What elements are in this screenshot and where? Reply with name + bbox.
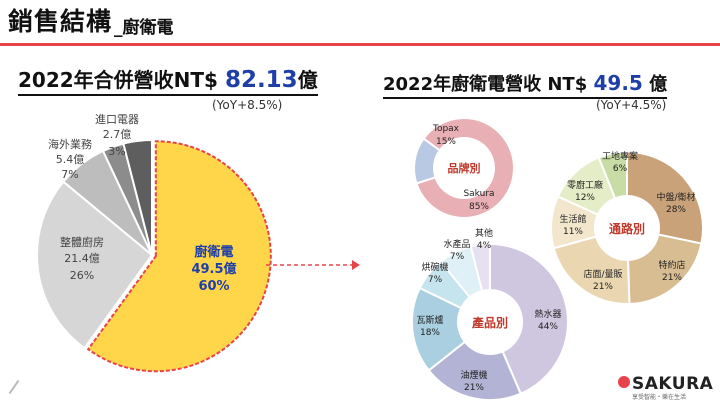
brand-donut-center-label: 品牌別 <box>448 161 481 175</box>
product-donut-label-value: 4% <box>477 241 492 251</box>
right-heading-suffix: 億 <box>642 74 668 95</box>
right-heading: 2022年廚衛電營收 NT$ 49.5 億 <box>383 70 668 99</box>
main-pie-slice <box>36 180 154 350</box>
main-pie-slice <box>122 138 153 256</box>
channel-donut-label-value: 11% <box>563 227 583 237</box>
main-pie-label-amount: 21.4億 <box>64 252 100 265</box>
product-donut-label-value: 7% <box>428 275 443 285</box>
left-heading-value: 82.13 <box>224 67 298 93</box>
main-pie-label-amount: 2.7億 <box>103 128 132 141</box>
brand-donut-label-name: Sakura <box>463 189 494 199</box>
product-donut-slice <box>469 242 491 293</box>
product-donut-label-name: 水產品 <box>443 238 470 250</box>
brand-donut-slice <box>413 137 442 185</box>
main-pie-label-percent: 7% <box>61 168 78 181</box>
channel-donut-label-name: 中盤/衛材 <box>656 191 695 203</box>
main-pie-label-amount: 49.5億 <box>191 261 236 277</box>
product-donut-label-name: 油煙機 <box>460 369 487 381</box>
right-yoy: (YoY+4.5%) <box>596 98 667 112</box>
channel-donut-label-value: 21% <box>662 273 682 283</box>
left-yoy: (YoY+8.5%) <box>212 98 283 112</box>
main-pie-slice <box>86 140 272 373</box>
product-donut-label-name: 瓦斯爐 <box>416 314 443 326</box>
channel-donut-slice <box>597 150 628 200</box>
channel-donut-slice <box>626 150 704 245</box>
channel-donut-label-name: 零廚工廠 <box>567 179 603 191</box>
left-heading-prefix: 2022年合併營收NT$ <box>18 68 225 92</box>
product-donut-label-value: 18% <box>420 328 440 338</box>
brand-donut-label-value: 15% <box>436 137 456 147</box>
connector-arrow-icon <box>352 260 360 270</box>
product-donut-label-value: 7% <box>450 252 465 262</box>
channel-donut-label-name: 特約店 <box>658 259 685 271</box>
channel-donut-label-value: 28% <box>666 205 686 215</box>
main-pie-label-name: 整體廚房 <box>60 235 104 249</box>
channel-donut-label-value: 6% <box>613 164 628 174</box>
title-divider <box>0 43 720 46</box>
brand-mark-icon <box>618 376 630 388</box>
main-pie-label-percent: 60% <box>198 279 229 294</box>
main-pie-label-percent: 26% <box>70 269 94 282</box>
channel-donut-label-name: 生活館 <box>559 213 586 225</box>
product-donut-label-name: 烘碗機 <box>421 261 448 273</box>
page-title-main: 銷售結構 <box>8 7 113 36</box>
channel-donut-label-name: 工地專案 <box>602 150 638 162</box>
product-donut-slice <box>489 242 569 396</box>
right-heading-value: 49.5 <box>593 71 643 95</box>
brand-logo: SAKURA 享受智能・樂在生活 <box>618 374 714 401</box>
brand-donut-slice <box>415 117 515 219</box>
brand-donut-label-name: Topax <box>432 124 460 134</box>
product-donut-slice <box>427 340 523 401</box>
product-donut-label-value: 21% <box>464 383 484 393</box>
main-pie-label-name: 廚衛電 <box>194 244 233 260</box>
product-donut-center-label: 產品別 <box>471 315 508 330</box>
channel-donut-center-label: 通路別 <box>609 221 645 236</box>
channel-donut-label-value: 21% <box>593 282 613 292</box>
main-pie-label-amount: 5.4億 <box>56 153 85 166</box>
product-donut-label-name: 熱水器 <box>534 308 561 320</box>
page-title: 銷售結構 _廚衛電 <box>8 4 174 38</box>
main-pie-label-percent: 3% <box>108 145 125 158</box>
brand-name: SAKURA <box>632 374 714 394</box>
right-heading-prefix: 2022年廚衛電營收 NT$ <box>383 74 594 95</box>
channel-donut-label-name: 店面/量販 <box>583 268 622 280</box>
left-heading-suffix: 億 <box>297 68 318 92</box>
brand-donut-label-value: 85% <box>469 202 489 212</box>
product-donut-label-value: 44% <box>538 322 558 332</box>
channel-donut-label-value: 12% <box>575 193 595 203</box>
main-pie-label-name: 海外業務 <box>48 137 92 151</box>
left-heading: 2022年合併營收NT$ 82.13億 <box>18 64 318 96</box>
brand-tagline: 享受智能・樂在生活 <box>632 394 687 401</box>
product-donut-label-name: 其他 <box>475 227 493 239</box>
page-title-sub: _廚衛電 <box>114 18 174 38</box>
main-pie-label-name: 進口電器 <box>95 113 139 126</box>
